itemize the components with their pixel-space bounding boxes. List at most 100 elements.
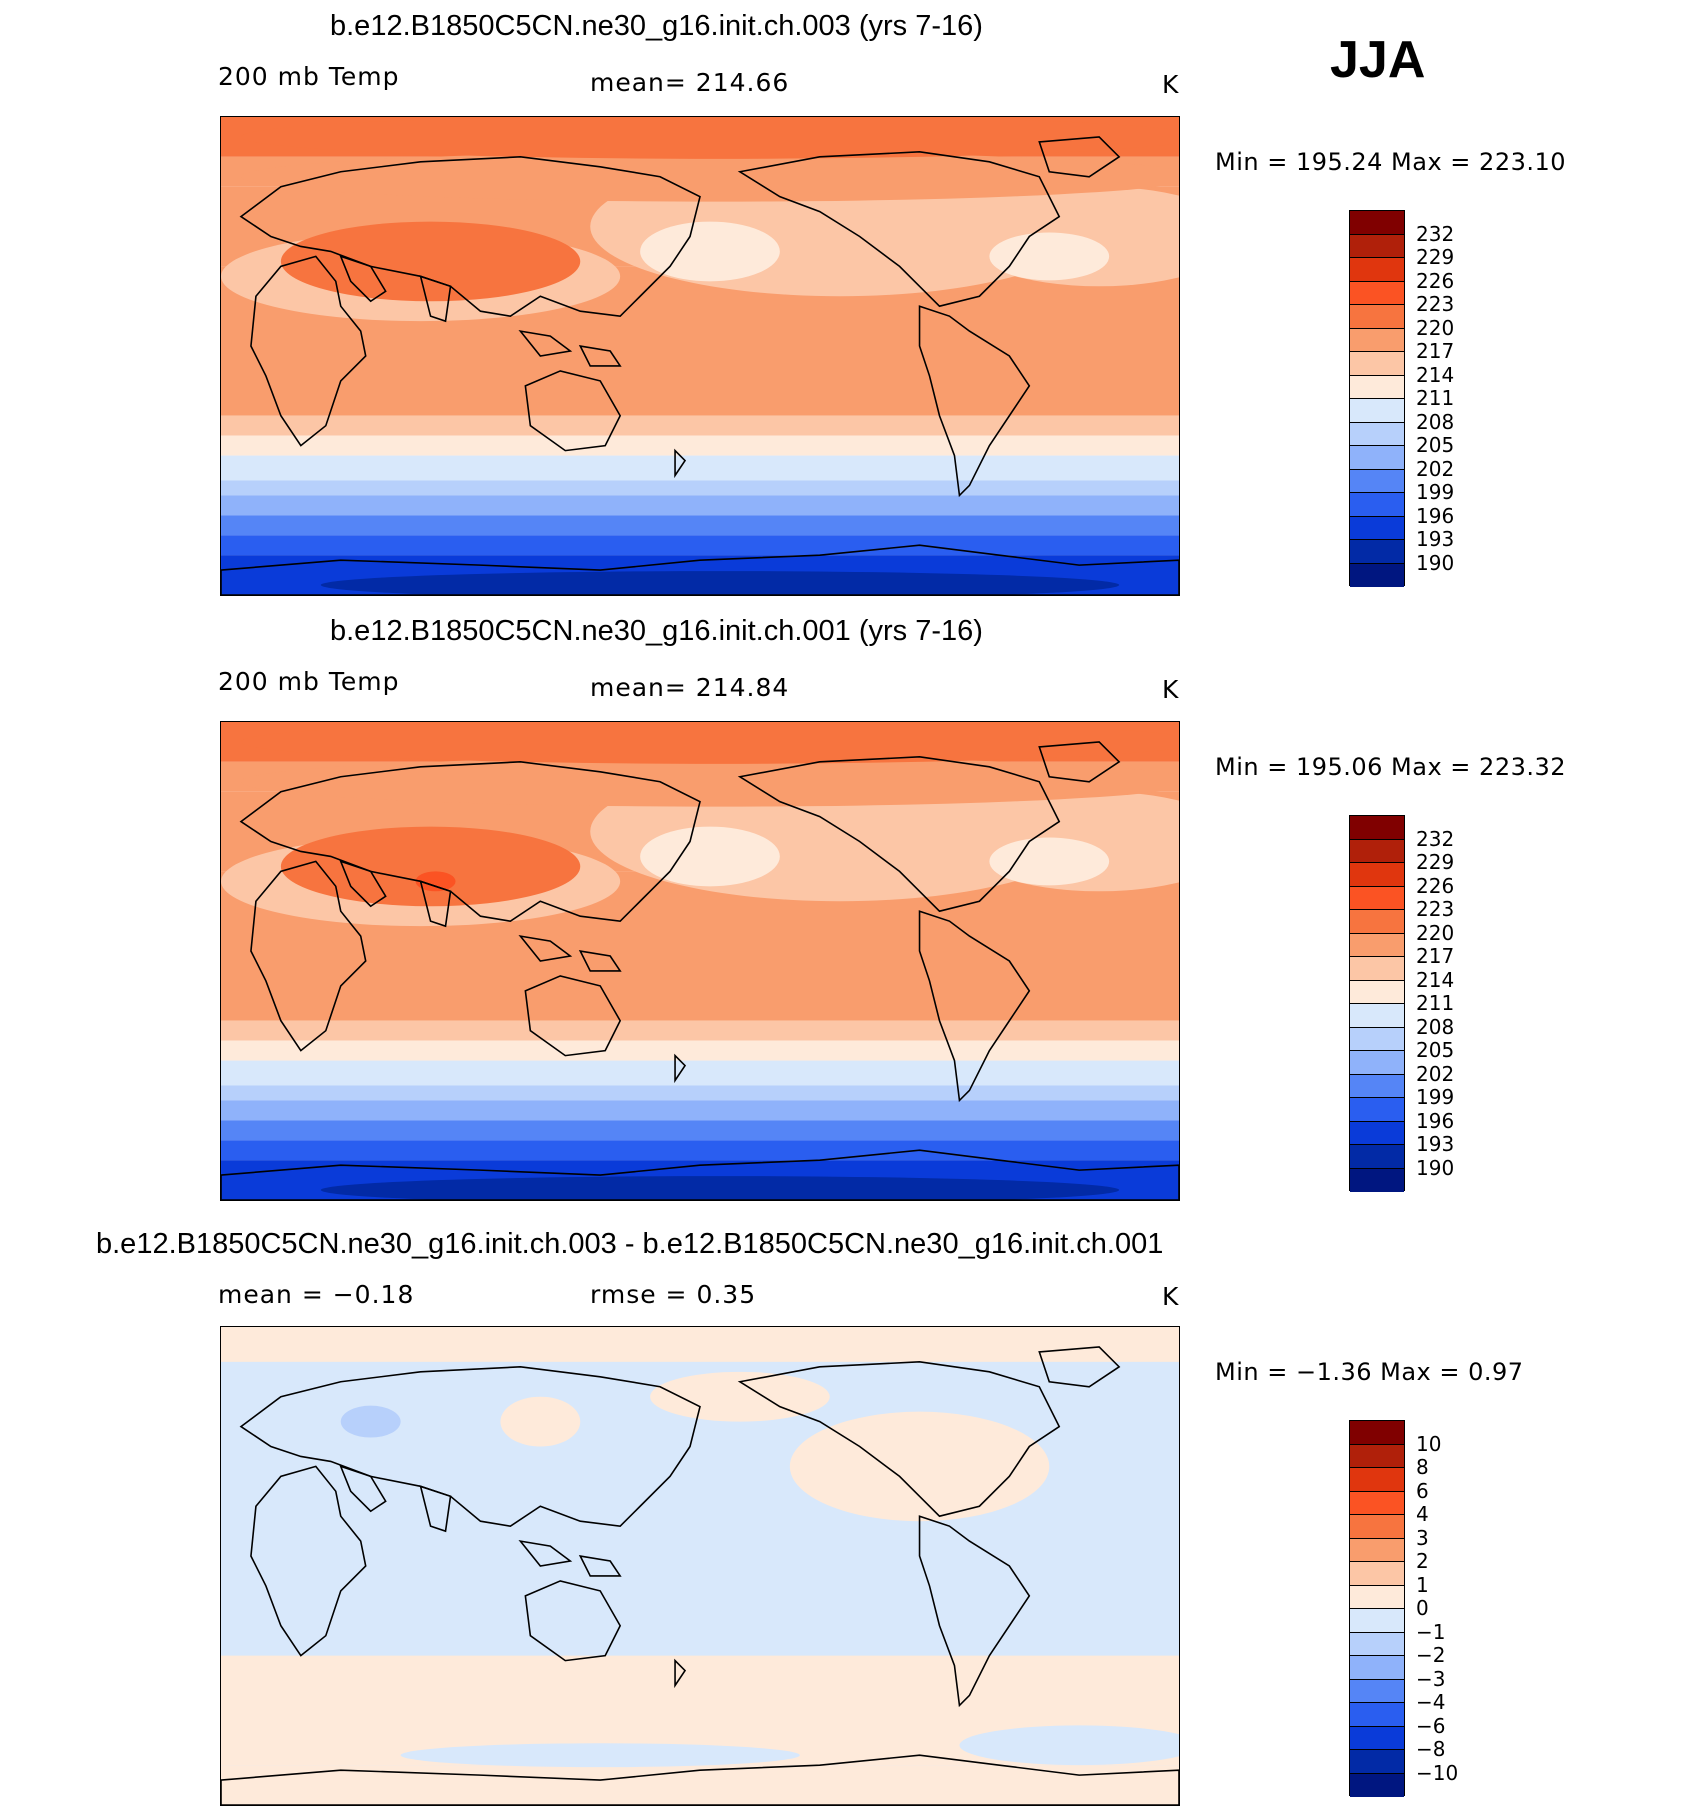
coastline xyxy=(737,756,1061,913)
panel3-map xyxy=(220,1326,1180,1806)
colorbar-swatch xyxy=(1350,352,1404,376)
coastline xyxy=(339,1465,387,1513)
colorbar-swatch xyxy=(1350,816,1404,840)
panel1-map xyxy=(220,116,1180,596)
panel1-variable-label: 200 mb Temp xyxy=(218,62,400,91)
panel2-units-label: K xyxy=(1162,675,1180,704)
colorbar-tick-label: −8 xyxy=(1416,1737,1446,1761)
colorbar-tick-label: 208 xyxy=(1416,1014,1455,1039)
colorbar-tick-label: 232 xyxy=(1416,221,1455,246)
coastline xyxy=(518,934,573,962)
coastline xyxy=(918,305,1031,498)
colorbar-swatch xyxy=(1350,1679,1404,1703)
coastline xyxy=(1038,136,1121,178)
coastline xyxy=(578,949,622,972)
colorbar-tick-label: 199 xyxy=(1416,1085,1455,1109)
coastline xyxy=(419,1485,452,1533)
panel1-mean-label: mean= 214.66 xyxy=(590,68,790,97)
colorbar-swatch xyxy=(1350,1051,1404,1075)
panel3-colorbar xyxy=(1349,1420,1405,1797)
colorbar-swatch xyxy=(1350,211,1404,235)
colorbar-swatch xyxy=(1350,1168,1404,1192)
colorbar-tick-label: 2 xyxy=(1416,1549,1429,1573)
colorbar-swatch xyxy=(1350,1121,1404,1145)
colorbar-swatch xyxy=(1350,1609,1404,1633)
colorbar-swatch xyxy=(1350,1145,1404,1169)
coastline xyxy=(524,370,622,452)
panel1-units-label: K xyxy=(1162,70,1180,99)
colorbar-swatch xyxy=(1350,258,1404,282)
colorbar-swatch xyxy=(1350,1656,1404,1680)
coastline xyxy=(339,860,387,908)
colorbar-tick-label: 10 xyxy=(1416,1431,1442,1456)
coastline xyxy=(578,344,622,367)
coastline xyxy=(918,910,1031,1103)
colorbar-tick-label: 199 xyxy=(1416,480,1455,504)
colorbar-swatch xyxy=(1350,234,1404,258)
panel3-title: b.e12.B1850C5CN.ne30_g16.init.ch.003 - b… xyxy=(96,1228,1164,1260)
colorbar-swatch xyxy=(1350,516,1404,540)
colorbar-tick-label: 226 xyxy=(1416,268,1455,293)
coastline xyxy=(674,1658,687,1689)
colorbar-swatch xyxy=(1350,1444,1404,1468)
colorbar-swatch xyxy=(1350,422,1404,446)
colorbar-swatch xyxy=(1350,839,1404,863)
colorbar-tick-label: 214 xyxy=(1416,967,1455,992)
colorbar-tick-label: 196 xyxy=(1416,1108,1455,1133)
coastline xyxy=(737,151,1061,308)
colorbar-tick-label: 205 xyxy=(1416,433,1455,457)
colorbar-tick-label: 223 xyxy=(1416,292,1455,316)
colorbar-swatch xyxy=(1350,1632,1404,1656)
colorbar-tick-label: 226 xyxy=(1416,873,1455,898)
colorbar-tick-label: 202 xyxy=(1416,1061,1455,1086)
colorbar-swatch xyxy=(1350,305,1404,329)
colorbar-swatch xyxy=(1350,328,1404,352)
colorbar-swatch xyxy=(1350,980,1404,1004)
coastline xyxy=(339,255,387,303)
colorbar-tick-label: 214 xyxy=(1416,362,1455,387)
colorbar-swatch xyxy=(1350,863,1404,887)
colorbar-tick-label: 193 xyxy=(1416,1132,1455,1156)
coastline xyxy=(221,1149,1179,1200)
panel2-title: b.e12.B1850C5CN.ne30_g16.init.ch.001 (yr… xyxy=(330,615,983,647)
colorbar-tick-label: 1 xyxy=(1416,1572,1429,1597)
colorbar-tick-label: 6 xyxy=(1416,1478,1429,1503)
colorbar-swatch xyxy=(1350,957,1404,981)
colorbar-tick-label: 196 xyxy=(1416,503,1455,528)
coastline xyxy=(918,1515,1031,1708)
colorbar-swatch xyxy=(1350,1098,1404,1122)
colorbar-tick-label: 208 xyxy=(1416,409,1455,434)
colorbar-swatch xyxy=(1350,933,1404,957)
colorbar-swatch xyxy=(1350,1562,1404,1586)
colorbar-swatch xyxy=(1350,1074,1404,1098)
colorbar-swatch xyxy=(1350,1773,1404,1797)
panel2-mean-label: mean= 214.84 xyxy=(590,673,790,702)
coastline xyxy=(221,544,1179,595)
colorbar-swatch xyxy=(1350,1468,1404,1492)
colorbar-swatch xyxy=(1350,1515,1404,1539)
colorbar-tick-label: −2 xyxy=(1416,1643,1446,1667)
panel1-minmax: Min = 195.24 Max = 223.10 xyxy=(1215,148,1567,176)
coastline xyxy=(1038,741,1121,783)
coastline xyxy=(250,255,367,447)
coastline xyxy=(578,1554,622,1577)
colorbar-tick-label: 4 xyxy=(1416,1502,1429,1526)
coastline xyxy=(524,1580,622,1662)
coastline xyxy=(518,329,573,357)
colorbar-swatch xyxy=(1350,1027,1404,1051)
colorbar-tick-label: 205 xyxy=(1416,1038,1455,1062)
panel2-map xyxy=(220,721,1180,1201)
colorbar-swatch xyxy=(1350,563,1404,587)
colorbar-tick-label: 0 xyxy=(1416,1596,1429,1620)
colorbar-tick-label: 229 xyxy=(1416,245,1455,269)
coastline xyxy=(221,1754,1179,1805)
colorbar-swatch xyxy=(1350,446,1404,470)
panel1-colorbar xyxy=(1349,210,1405,587)
colorbar-swatch xyxy=(1350,1538,1404,1562)
colorbar-swatch xyxy=(1350,1750,1404,1774)
colorbar-swatch xyxy=(1350,1726,1404,1750)
coastline xyxy=(737,1361,1061,1518)
colorbar-tick-label: 211 xyxy=(1416,991,1455,1015)
colorbar-swatch xyxy=(1350,1491,1404,1515)
colorbar-tick-label: 223 xyxy=(1416,897,1455,921)
